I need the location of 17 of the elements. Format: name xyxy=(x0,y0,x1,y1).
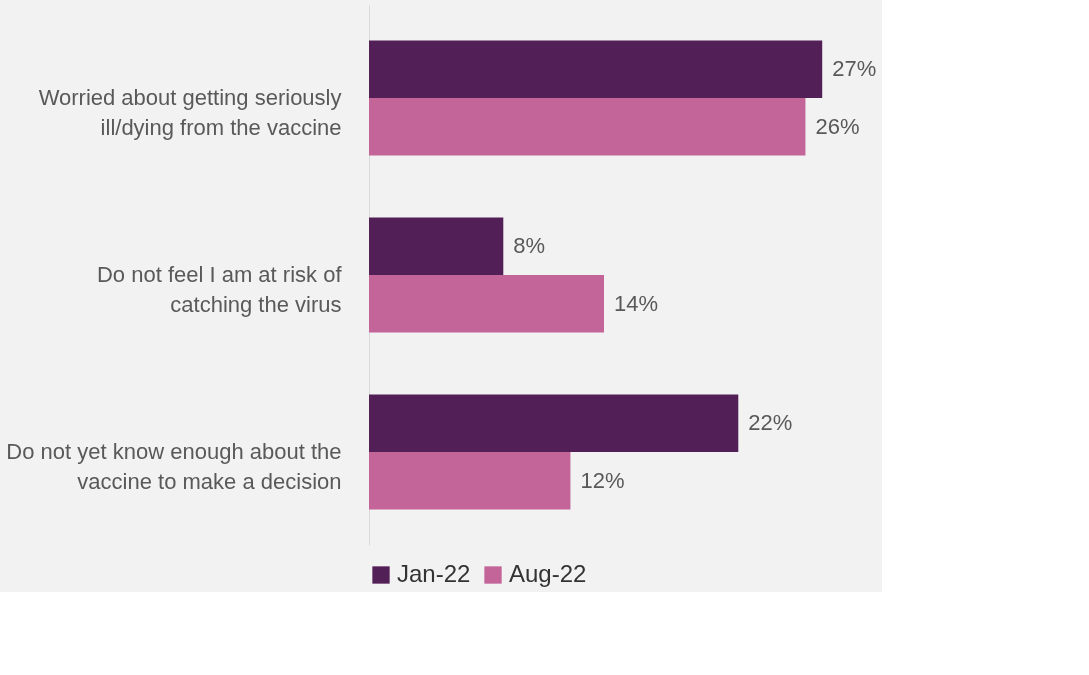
data-label: 8% xyxy=(513,233,546,259)
y-tick-label: Do not yet know enough about the vaccine to make a decision xyxy=(6,439,342,495)
y-tick-label: Do not feel I am at risk of catching the virus xyxy=(96,262,343,317)
bar xyxy=(369,97,806,156)
bar xyxy=(369,394,739,453)
bar xyxy=(369,217,504,275)
legend-label: Jan-22 xyxy=(397,560,471,587)
bar xyxy=(369,275,604,333)
bar xyxy=(369,40,823,98)
data-label: 14% xyxy=(614,290,659,316)
bar xyxy=(369,452,571,510)
data-label: 12% xyxy=(580,467,625,493)
data-label: 22% xyxy=(748,410,793,436)
data-label: 26% xyxy=(815,113,860,139)
data-label: 27% xyxy=(832,56,877,82)
legend-label: Aug-22 xyxy=(509,560,587,587)
y-tick-label: Worried about getting seriously ill/dying from the vaccine xyxy=(38,84,342,140)
